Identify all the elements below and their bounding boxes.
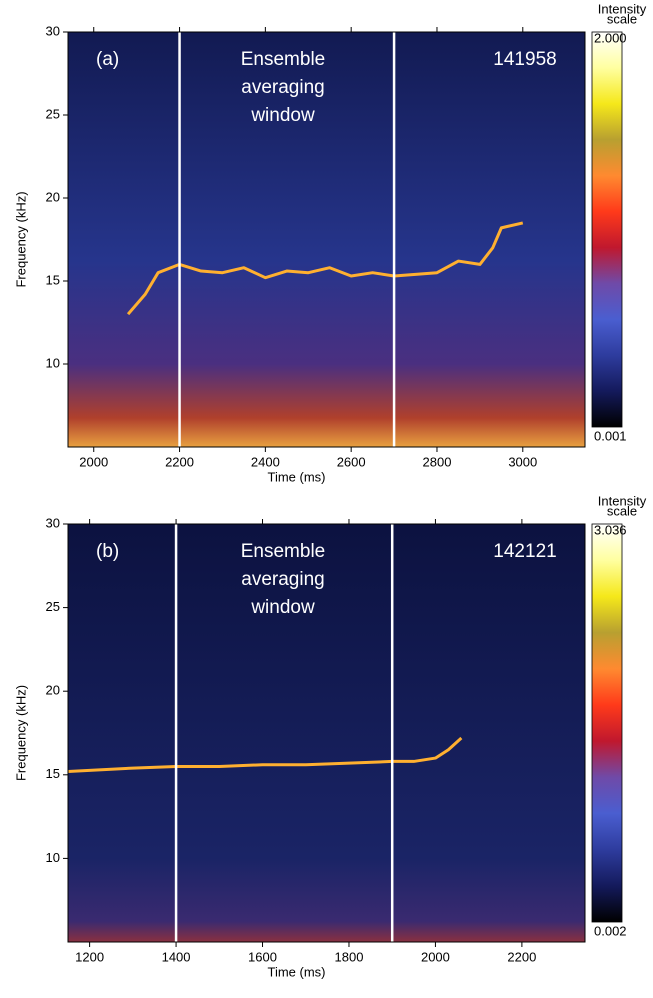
y-tick-label: 20 <box>46 189 60 204</box>
colorbar-max: 2.000 <box>594 30 627 45</box>
shot-number: 142121 <box>493 541 556 562</box>
colorbar-min: 0.002 <box>594 923 627 938</box>
colorbar-min: 0.001 <box>594 428 627 443</box>
colorbar-max: 3.036 <box>594 522 627 537</box>
annotation: window <box>250 105 315 126</box>
x-tick-label: 2000 <box>421 949 450 964</box>
x-tick-label: 1600 <box>248 949 277 964</box>
y-axis-label: Frequency (kHz) <box>13 685 28 781</box>
y-tick-label: 25 <box>46 599 60 614</box>
spectrogram-background <box>68 524 585 942</box>
x-tick-label: 2200 <box>165 454 194 469</box>
annotation: Ensemble <box>241 49 326 70</box>
colorbar-title: scale <box>607 503 637 518</box>
panel-label: (b) <box>96 541 119 562</box>
shot-number: 141958 <box>493 49 556 70</box>
y-tick-label: 15 <box>46 272 60 287</box>
panel-label: (a) <box>96 49 119 70</box>
colorbar-title: scale <box>607 11 637 26</box>
x-tick-label: 2000 <box>79 454 108 469</box>
x-tick-label: 2400 <box>251 454 280 469</box>
y-tick-label: 30 <box>46 23 60 38</box>
x-tick-label: 2200 <box>507 949 536 964</box>
plot-frame <box>67 31 586 448</box>
y-tick-label: 15 <box>46 766 60 781</box>
colorbar-title: Intensity <box>598 493 647 508</box>
colorbar <box>591 523 623 923</box>
x-axis-label: Time (ms) <box>267 964 325 979</box>
y-tick-label: 25 <box>46 106 60 121</box>
plot-frame <box>67 523 586 943</box>
x-tick-label: 1200 <box>75 949 104 964</box>
y-axis-label: Frequency (kHz) <box>13 191 28 287</box>
mode-trace <box>67 736 463 773</box>
colorbar <box>591 31 623 428</box>
annotation: averaging <box>241 569 324 590</box>
y-tick-label: 10 <box>46 850 60 865</box>
x-tick-label: 2800 <box>423 454 452 469</box>
x-tick-label: 1800 <box>335 949 364 964</box>
y-tick-label: 20 <box>46 683 60 698</box>
y-tick-label: 30 <box>46 515 60 530</box>
annotation: window <box>250 597 315 618</box>
spectrogram-background <box>68 32 585 447</box>
x-tick-label: 1400 <box>162 949 191 964</box>
annotation: averaging <box>241 77 324 98</box>
y-tick-label: 10 <box>46 355 60 370</box>
mode-trace <box>126 221 524 316</box>
colorbar-title: Intensity <box>598 1 647 16</box>
x-axis-label: Time (ms) <box>267 469 325 484</box>
x-tick-label: 3000 <box>508 454 537 469</box>
x-tick-label: 2600 <box>337 454 366 469</box>
annotation: Ensemble <box>241 541 326 562</box>
